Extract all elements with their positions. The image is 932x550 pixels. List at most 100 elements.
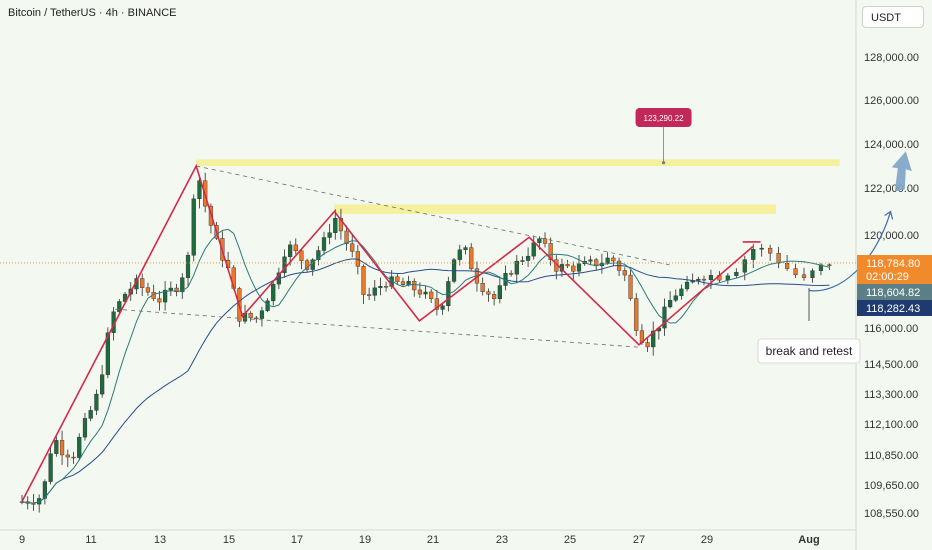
y-tick-label: 108,550.00 [864, 508, 919, 520]
candle-down [174, 287, 179, 293]
candle-up [605, 257, 610, 264]
x-tick-label: 15 [223, 534, 235, 546]
candle-up [321, 237, 327, 251]
candle-up [537, 238, 542, 243]
candle-down [827, 264, 832, 266]
candle-up [378, 286, 383, 289]
y-tick-label: 122,000.00 [864, 183, 919, 195]
candle-up [696, 278, 701, 281]
candle-up [316, 250, 321, 260]
y-tick-label: 120,000.00 [864, 230, 919, 242]
candle-down [338, 217, 344, 232]
candle-up [82, 418, 88, 438]
annotation-box [757, 338, 861, 364]
candle-down [293, 244, 298, 252]
last-price-tag [857, 255, 932, 285]
candle-down [395, 276, 400, 282]
wedge-upper-dashed [196, 165, 670, 266]
candle-up [100, 374, 105, 395]
candle-up [457, 249, 462, 260]
x-tick-label: 13 [154, 534, 166, 546]
last-price-text: 118,784.80 [866, 258, 920, 270]
target-badge [635, 108, 692, 127]
candle-up [191, 198, 196, 256]
symbol-title: Bitcoin / TetherUS · 4h · BINANCE [8, 7, 177, 19]
candle-up [423, 291, 428, 295]
candle-up [588, 259, 593, 262]
candle-up [497, 285, 502, 300]
target-badge-label: 123,290.22 [644, 114, 685, 123]
annotation-text: break and retest [766, 344, 853, 358]
candle-up [514, 260, 519, 275]
candle-up [708, 275, 714, 281]
candle-down [634, 298, 639, 331]
zigzag-pattern [21, 163, 754, 502]
candle-up [531, 242, 536, 257]
candle-down [542, 238, 548, 244]
x-tick-label: Aug [798, 534, 819, 546]
x-tick-label: 23 [496, 534, 508, 546]
candle-up [662, 306, 667, 329]
candle-up [440, 305, 445, 310]
x-tick-label: 21 [427, 534, 439, 546]
target-arrow [891, 151, 912, 192]
x-tick-label: 29 [701, 534, 713, 546]
x-tick-label: 11 [85, 534, 96, 546]
candle-down [548, 243, 553, 260]
candle-down [486, 291, 491, 295]
candle-up [759, 247, 764, 250]
ma-fast-line [21, 228, 830, 504]
candle-up [751, 249, 756, 260]
candle-down [344, 230, 349, 244]
wedge-lower-dashed [115, 308, 640, 348]
candle-up [327, 232, 332, 238]
candle-down [248, 312, 253, 319]
candle-up [333, 217, 338, 233]
candle-down [367, 294, 372, 296]
y-tick-label: 126,000.00 [864, 95, 919, 107]
candle-up [54, 440, 59, 454]
candle-down [417, 289, 423, 295]
ma-fast-tag [857, 284, 932, 300]
candle-up [88, 410, 93, 419]
candle-up [668, 300, 673, 308]
candle-up [679, 288, 684, 297]
candle-down [469, 247, 474, 269]
candle-down [299, 250, 304, 261]
candle-up [742, 259, 747, 273]
candle-up [48, 453, 53, 482]
candle-up [684, 281, 690, 290]
y-tick-label: 128,000.00 [864, 52, 919, 64]
candle-down [565, 264, 570, 267]
candle-down [628, 274, 633, 299]
candle-down [400, 281, 406, 285]
target-callout-dot [661, 161, 666, 165]
x-tick-label: 17 [291, 534, 303, 546]
candle-up [406, 281, 411, 285]
candle-down [509, 273, 514, 275]
candle-down [157, 298, 162, 303]
ma-slow-tag [857, 300, 932, 316]
x-tick-label: 27 [633, 534, 645, 546]
candle-up [463, 247, 468, 251]
candle-down [383, 286, 389, 288]
candle-up [163, 289, 168, 303]
candle-down [571, 265, 576, 272]
candle-down [492, 294, 497, 300]
resistance-zone-upper [196, 159, 840, 166]
candle-up [734, 272, 739, 276]
y-tick-label: 109,650.00 [864, 480, 919, 492]
candle-up [197, 180, 202, 200]
candle-down [645, 342, 650, 348]
candle-down [776, 253, 781, 264]
currency-button[interactable]: USDT [862, 6, 924, 28]
candle-up [651, 330, 656, 348]
candle-down [801, 274, 807, 278]
y-tick-label: 112,100.00 [864, 419, 918, 431]
y-tick-label: 124,000.00 [864, 139, 919, 151]
candle-down [412, 281, 417, 291]
ma-fast-text: 118,604.82 [866, 287, 920, 299]
countdown-text: 02:00:29 [866, 271, 909, 283]
